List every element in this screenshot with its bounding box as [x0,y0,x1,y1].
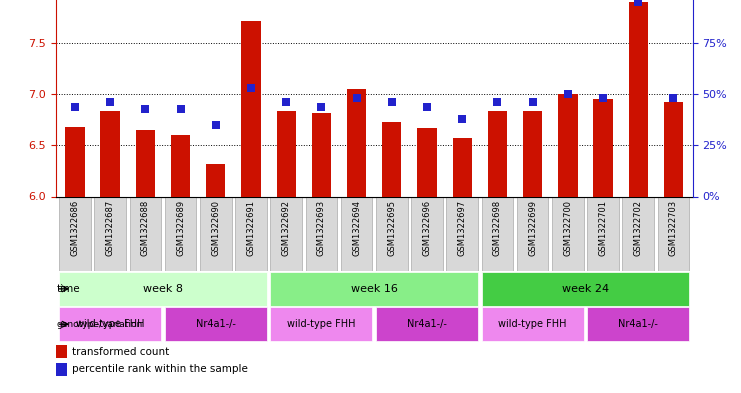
Text: GSM1322693: GSM1322693 [317,200,326,256]
Text: GSM1322699: GSM1322699 [528,200,537,256]
Text: GSM1322686: GSM1322686 [70,200,79,257]
Text: GSM1322703: GSM1322703 [669,200,678,256]
Text: Nr4a1-/-: Nr4a1-/- [618,319,658,329]
Bar [594,99,613,196]
Bar [56,363,67,376]
Bar [56,345,67,358]
Text: transformed count: transformed count [71,347,169,357]
Text: GSM1322696: GSM1322696 [422,200,431,256]
FancyBboxPatch shape [552,196,584,271]
FancyBboxPatch shape [587,196,619,271]
Text: GSM1322687: GSM1322687 [106,200,115,257]
Point [597,95,609,101]
FancyBboxPatch shape [270,307,373,341]
Bar [101,111,120,196]
Text: GSM1322697: GSM1322697 [458,200,467,256]
Point [210,122,222,128]
Point [350,95,362,101]
Point [668,95,679,101]
Point [69,103,81,110]
Text: GSM1322689: GSM1322689 [176,200,185,256]
Text: GSM1322701: GSM1322701 [599,200,608,256]
FancyBboxPatch shape [59,307,162,341]
FancyBboxPatch shape [130,196,162,271]
Text: GSM1322691: GSM1322691 [247,200,256,256]
FancyBboxPatch shape [482,196,514,271]
Text: Nr4a1-/-: Nr4a1-/- [196,319,236,329]
FancyBboxPatch shape [341,196,373,271]
Text: GSM1322694: GSM1322694 [352,200,361,256]
Text: GSM1322692: GSM1322692 [282,200,290,256]
Point [280,99,292,106]
FancyBboxPatch shape [270,196,302,271]
Text: genotype/variation: genotype/variation [56,320,143,329]
Bar [382,122,402,196]
Text: week 16: week 16 [350,284,398,294]
Bar [276,111,296,196]
Text: week 24: week 24 [562,284,609,294]
Bar [242,21,261,196]
Bar [628,2,648,196]
FancyBboxPatch shape [270,272,478,306]
Point [245,85,257,91]
FancyBboxPatch shape [165,196,196,271]
FancyBboxPatch shape [482,272,689,306]
Text: week 8: week 8 [143,284,183,294]
Bar [347,89,366,196]
FancyBboxPatch shape [200,196,232,271]
FancyBboxPatch shape [657,196,689,271]
Bar [171,135,190,196]
FancyBboxPatch shape [446,196,478,271]
Text: GSM1322700: GSM1322700 [563,200,572,256]
Point [491,99,503,106]
Bar [136,130,155,196]
FancyBboxPatch shape [59,196,91,271]
Text: wild-type FHH: wild-type FHH [288,319,356,329]
FancyBboxPatch shape [305,196,337,271]
Point [527,99,539,106]
Point [421,103,433,110]
Bar [523,111,542,196]
Text: Nr4a1-/-: Nr4a1-/- [407,319,447,329]
Point [175,105,187,112]
Bar [453,138,472,196]
FancyBboxPatch shape [165,307,267,341]
Point [562,91,574,97]
Point [139,105,151,112]
Text: GSM1322690: GSM1322690 [211,200,220,256]
Point [456,116,468,122]
Point [632,0,644,6]
Text: wild-type FHH: wild-type FHH [499,319,567,329]
FancyBboxPatch shape [376,196,408,271]
Bar [206,164,225,196]
Bar [664,103,683,196]
FancyBboxPatch shape [587,307,689,341]
Bar [312,113,331,196]
FancyBboxPatch shape [59,272,267,306]
Text: GSM1322698: GSM1322698 [493,200,502,256]
Point [104,99,116,106]
Text: GSM1322695: GSM1322695 [388,200,396,256]
Bar [417,128,436,196]
Point [316,103,328,110]
Bar [558,94,577,196]
FancyBboxPatch shape [411,196,443,271]
FancyBboxPatch shape [235,196,267,271]
Text: percentile rank within the sample: percentile rank within the sample [71,364,247,375]
Bar [65,127,84,196]
FancyBboxPatch shape [94,196,126,271]
Bar [488,111,507,196]
Text: GSM1322702: GSM1322702 [634,200,642,256]
Text: wild-type FHH: wild-type FHH [76,319,144,329]
Text: time: time [56,284,80,294]
FancyBboxPatch shape [516,196,548,271]
FancyBboxPatch shape [376,307,478,341]
FancyBboxPatch shape [622,196,654,271]
FancyBboxPatch shape [482,307,584,341]
Text: GSM1322688: GSM1322688 [141,200,150,257]
Point [386,99,398,106]
